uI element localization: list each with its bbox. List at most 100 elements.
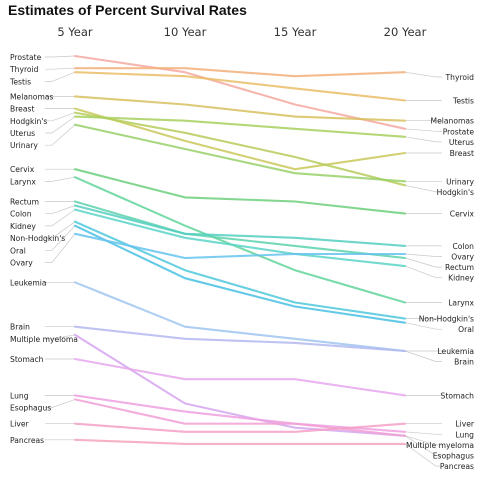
series-line-oral <box>73 224 407 324</box>
column-headers: 5 Year 10 Year 15 Year 20 Year <box>57 25 426 39</box>
label-left-multiple-myeloma: Multiple myeloma <box>10 335 78 344</box>
series-line-prostate <box>73 54 407 130</box>
series-line-melanomas <box>73 95 407 122</box>
label-left-testis: Testis <box>9 77 31 86</box>
leader-left-kidney <box>45 209 76 227</box>
label-right-testis: Testis <box>452 97 474 106</box>
leader-right-prostate <box>404 128 442 132</box>
series-line-ovary <box>73 232 407 260</box>
leader-left-colon <box>45 205 76 215</box>
leader-right-thyroid <box>404 71 442 78</box>
label-left-leukemia: Leukemia <box>10 278 47 287</box>
label-right-colon: Colon <box>452 242 474 251</box>
series-line-hodgkin-s <box>73 111 407 187</box>
label-right-multiple-myeloma: Multiple myeloma <box>406 441 474 450</box>
label-left-colon: Colon <box>10 210 32 219</box>
leader-left-uterus <box>45 116 76 134</box>
series-line-testis <box>73 71 407 102</box>
leader-left-hodgkin-s <box>45 112 76 122</box>
leader-left-ovary <box>45 233 76 263</box>
label-right-oral: Oral <box>458 325 474 334</box>
label-right-leukemia: Leukemia <box>437 347 474 356</box>
label-left-non-hodgkin-s: Non-Hodgkin's <box>10 234 65 243</box>
label-left-breast: Breast <box>10 105 34 114</box>
label-right-melanomas: Melanomas <box>431 117 474 126</box>
label-right-liver: Liver <box>455 420 475 429</box>
series-lines <box>73 54 407 445</box>
label-left-pancreas: Pancreas <box>10 436 44 445</box>
label-left-liver: Liver <box>10 420 30 429</box>
leader-left-larynx <box>45 176 76 182</box>
series-line-pancreas <box>73 438 407 445</box>
leader-left-non-hodgkin-s <box>45 221 76 239</box>
label-right-thyroid: Thyroid <box>445 73 475 82</box>
label-left-rectum: Rectum <box>10 198 39 207</box>
label-left-melanomas: Melanomas <box>10 92 53 101</box>
leader-right-pancreas <box>404 443 442 467</box>
leader-left-prostate <box>45 55 76 58</box>
series-line-liver <box>73 422 407 433</box>
leader-lines <box>45 55 442 467</box>
label-right-esophagus: Esophagus <box>433 452 474 461</box>
leader-right-rectum <box>404 257 442 268</box>
leader-left-thyroid <box>45 67 76 70</box>
series-line-thyroid <box>73 67 407 78</box>
series-line-brain <box>73 325 407 353</box>
column-20-year: 20 Year <box>384 25 427 39</box>
series-line-cervix <box>73 168 407 215</box>
label-right-hodgkin-s: Hodgkin's <box>437 188 474 197</box>
label-right-prostate: Prostate <box>443 127 475 136</box>
series-line-esophagus <box>73 398 407 437</box>
label-left-brain: Brain <box>10 323 30 332</box>
label-right-urinary: Urinary <box>446 177 474 186</box>
label-left-esophagus: Esophagus <box>10 404 51 413</box>
leader-right-multiple-myeloma <box>404 435 442 446</box>
leader-right-oral <box>404 322 442 330</box>
label-left-urinary: Urinary <box>10 141 38 150</box>
label-right-pancreas: Pancreas <box>440 462 474 471</box>
left-labels: Prostate Thyroid Testis Melanomas Breast Hodg… <box>9 53 78 445</box>
leader-right-kidney <box>404 265 442 279</box>
label-right-uterus: Uterus <box>449 138 474 147</box>
leader-left-testis <box>45 71 76 82</box>
label-left-kidney: Kidney <box>10 222 36 231</box>
label-left-cervix: Cervix <box>10 165 35 174</box>
label-right-kidney: Kidney <box>448 274 474 283</box>
label-right-rectum: Rectum <box>445 263 474 272</box>
leader-right-uterus <box>404 136 442 143</box>
series-line-rectum <box>73 200 407 260</box>
label-left-oral: Oral <box>10 246 26 255</box>
label-right-stomach: Stomach <box>441 391 475 400</box>
label-right-larynx: Larynx <box>448 299 474 308</box>
label-right-breast: Breast <box>450 149 474 158</box>
leader-right-esophagus <box>404 435 442 456</box>
label-right-lung: Lung <box>455 430 474 439</box>
column-5-year: 5 Year <box>57 25 93 39</box>
leader-left-oral <box>45 225 76 251</box>
column-15-year: 15 Year <box>274 25 317 39</box>
series-line-kidney <box>73 208 407 268</box>
leader-left-multiple-myeloma <box>45 334 76 340</box>
leader-right-hodgkin-s <box>404 184 442 193</box>
leader-left-urinary <box>45 124 76 146</box>
label-right-non-hodgkin-s: Non-Hodgkin's <box>419 315 474 324</box>
label-left-larynx: Larynx <box>10 177 36 186</box>
series-line-larynx <box>73 176 407 304</box>
leader-right-lung <box>404 431 442 435</box>
series-line-breast <box>73 107 407 171</box>
label-left-hodgkin-s: Hodgkin's <box>10 117 47 126</box>
label-right-cervix: Cervix <box>450 210 475 219</box>
column-10-year: 10 Year <box>164 25 207 39</box>
leader-left-esophagus <box>45 399 76 408</box>
series-line-multiple-myeloma <box>73 333 407 437</box>
label-left-stomach: Stomach <box>10 355 44 364</box>
label-right-ovary: Ovary <box>451 253 474 262</box>
leader-right-ovary <box>404 253 442 257</box>
series-line-stomach <box>73 357 407 397</box>
series-line-colon <box>73 204 407 247</box>
leader-right-brain <box>404 350 442 362</box>
label-left-prostate: Prostate <box>10 53 42 62</box>
label-left-ovary: Ovary <box>10 259 33 268</box>
